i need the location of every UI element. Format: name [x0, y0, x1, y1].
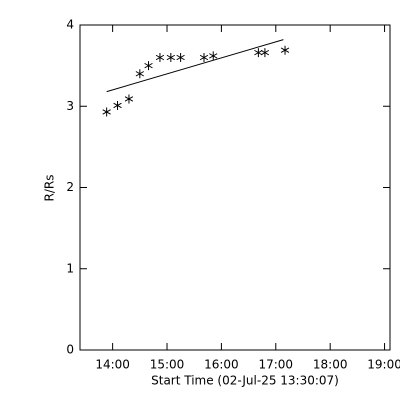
y-tick-label: 3 — [66, 99, 74, 113]
data-point — [124, 94, 134, 104]
y-tick-label: 2 — [66, 180, 74, 194]
fit-line — [106, 39, 284, 93]
data-point — [280, 45, 290, 55]
data-point — [209, 51, 218, 61]
x-tick-label: 18:00 — [313, 358, 348, 372]
plot-frame — [79, 24, 391, 351]
x-tick-label: 14:00 — [95, 358, 130, 372]
y-tick-label: 1 — [66, 261, 74, 275]
y-tick-label: 4 — [66, 18, 74, 32]
data-point — [102, 107, 111, 117]
x-tick-label: 17:00 — [258, 358, 293, 372]
x-tick-label: 15:00 — [150, 358, 185, 372]
data-point — [144, 61, 153, 71]
data-point — [176, 53, 185, 62]
data-point — [199, 53, 209, 62]
data-point — [113, 100, 122, 110]
data-point — [155, 53, 165, 62]
y-axis-label: R/Rs — [43, 175, 57, 202]
x-tick-label: 19:00 — [367, 358, 400, 372]
data-point — [166, 53, 175, 62]
data-point — [260, 48, 270, 58]
x-tick-label: 16:00 — [204, 358, 239, 372]
x-axis-label: Start Time (02-Jul-25 13:30:07) — [151, 374, 339, 388]
data-point — [135, 69, 144, 79]
data-point — [254, 48, 263, 58]
y-tick-label: 0 — [66, 343, 74, 357]
